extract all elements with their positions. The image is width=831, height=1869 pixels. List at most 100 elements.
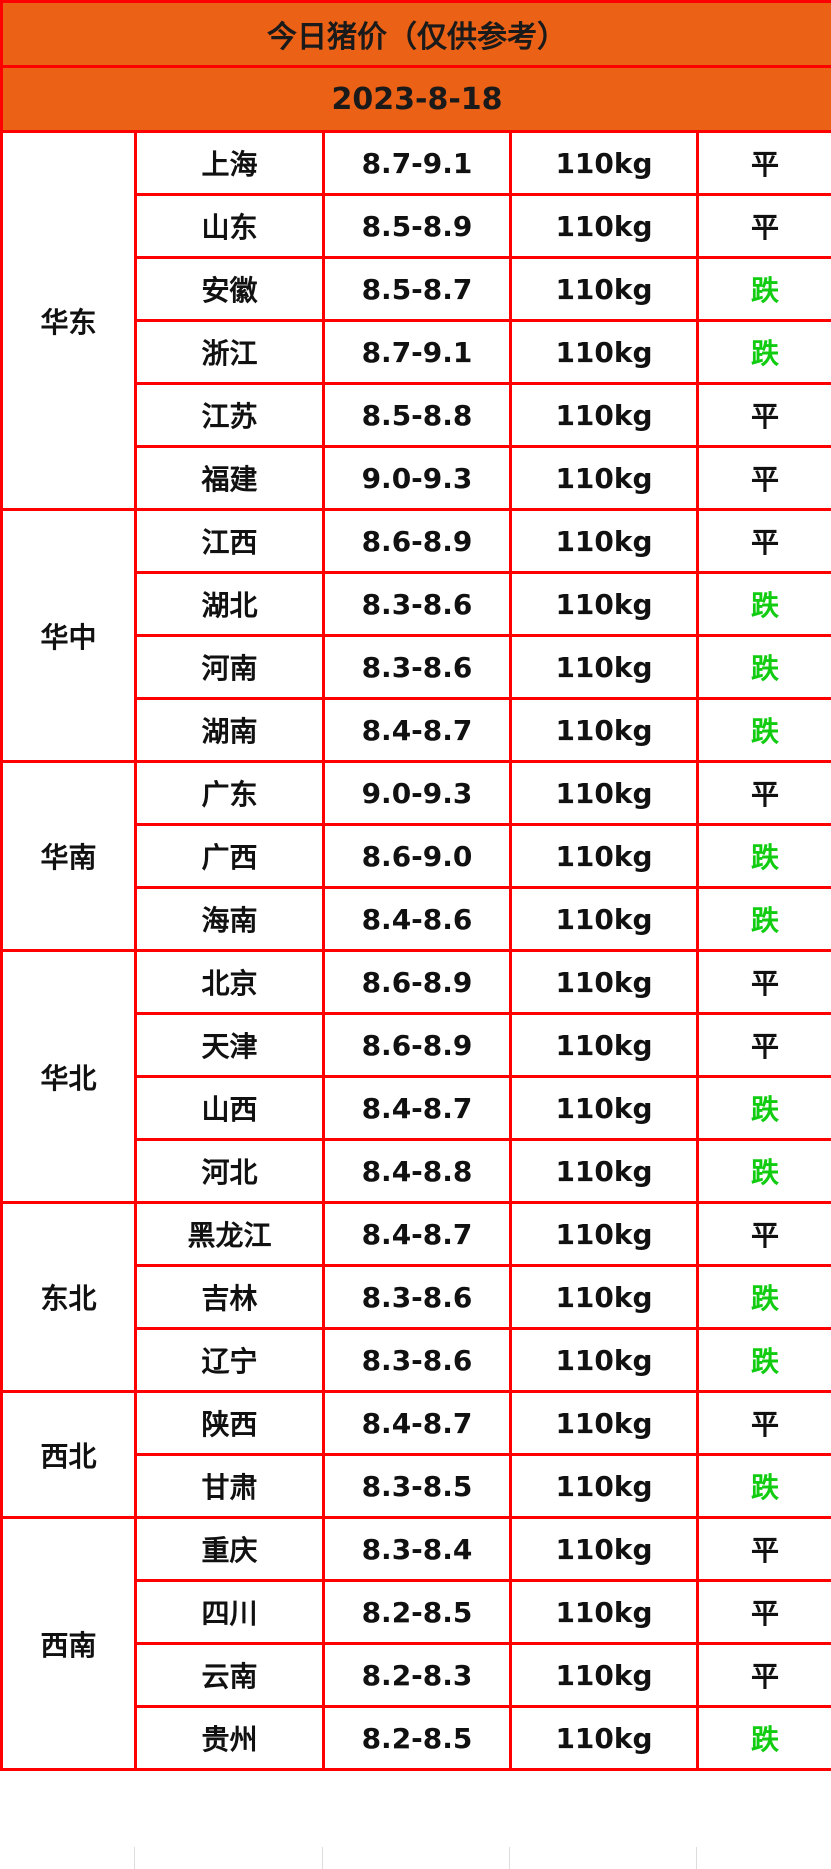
province-cell: 四川 (134, 1579, 325, 1645)
trend-cell: 跌 (695, 1138, 831, 1204)
table-row: 东北 黑龙江 8.4-8.7 110kg 平 (0, 1201, 831, 1393)
weight-cell: 110kg (509, 1138, 699, 1204)
table-row: 云南 8.2-8.3 110kg 平 (2, 1642, 831, 1708)
trend-cell: 平 (695, 193, 831, 259)
price-cell: 8.3-8.6 (322, 1264, 512, 1330)
price-cell: 8.4-8.7 (322, 697, 512, 763)
weight-cell: 110kg (509, 949, 699, 1015)
weight-cell: 110kg (509, 886, 699, 952)
price-cell: 8.4-8.6 (322, 886, 512, 952)
weight-cell: 110kg (509, 445, 699, 511)
price-cell: 8.2-8.5 (322, 1705, 512, 1771)
price-cell: 8.6-8.9 (322, 508, 512, 574)
province-cell: 重庆 (134, 1516, 325, 1582)
weight-cell: 110kg (509, 1264, 699, 1330)
price-cell: 9.0-9.3 (322, 445, 512, 511)
price-cell: 8.6-9.0 (322, 823, 512, 889)
trend-cell: 平 (695, 130, 831, 196)
weight-cell: 110kg (509, 130, 699, 196)
table-row: 华东 上海 8.7-9.1 110kg 平 (0, 130, 831, 511)
province-cell: 海南 (134, 886, 325, 952)
weight-cell: 110kg (509, 1516, 699, 1582)
table-row: 辽宁 8.3-8.6 110kg 跌 (2, 1327, 831, 1393)
trend-cell: 跌 (695, 1327, 831, 1393)
weight-cell: 110kg (509, 1579, 699, 1645)
table-row: 安徽 8.5-8.7 110kg 跌 (2, 256, 831, 322)
trend-cell: 跌 (695, 697, 831, 763)
weight-cell: 110kg (509, 634, 699, 700)
price-cell: 8.3-8.4 (322, 1516, 512, 1582)
table-row: 山东 8.5-8.9 110kg 平 (2, 193, 831, 259)
weight-cell: 110kg (509, 1390, 699, 1456)
weight-cell: 110kg (509, 1705, 699, 1771)
trend-cell: 平 (695, 949, 831, 1015)
region-cell: 华东 (0, 130, 137, 511)
trend-cell: 跌 (695, 634, 831, 700)
trend-cell: 跌 (695, 319, 831, 385)
province-cell: 江苏 (134, 382, 325, 448)
province-cell: 北京 (134, 949, 325, 1015)
province-cell: 安徽 (134, 256, 325, 322)
province-cell: 云南 (134, 1642, 325, 1708)
province-cell: 福建 (134, 445, 325, 511)
price-cell: 8.5-8.8 (322, 382, 512, 448)
price-cell: 8.6-8.9 (322, 1012, 512, 1078)
table-row: 河南 8.3-8.6 110kg 跌 (2, 634, 831, 700)
weight-cell: 110kg (509, 1453, 699, 1519)
weight-cell: 110kg (509, 193, 699, 259)
price-cell: 8.5-8.7 (322, 256, 512, 322)
pig-price-table: 今日猪价（仅供参考） 2023-8-18 华东 上海 8.7-9.1 110kg 平山东… (0, 0, 831, 1771)
trend-cell: 平 (695, 508, 831, 574)
province-cell: 河北 (134, 1138, 325, 1204)
trend-cell: 跌 (695, 1075, 831, 1141)
province-cell: 广西 (134, 823, 325, 889)
price-cell: 8.4-8.7 (322, 1075, 512, 1141)
region-cell: 华北 (0, 949, 137, 1204)
trend-cell: 平 (695, 1390, 831, 1456)
trend-cell: 平 (695, 1012, 831, 1078)
trend-cell: 跌 (695, 1264, 831, 1330)
trend-cell: 跌 (695, 823, 831, 889)
weight-cell: 110kg (509, 1012, 699, 1078)
price-cell: 8.3-8.6 (322, 634, 512, 700)
province-cell: 湖北 (134, 571, 325, 637)
table-row: 浙江 8.7-9.1 110kg 跌 (2, 319, 831, 385)
province-cell: 陕西 (134, 1390, 325, 1456)
price-cell: 8.2-8.5 (322, 1579, 512, 1645)
province-cell: 上海 (134, 130, 325, 196)
province-cell: 辽宁 (134, 1327, 325, 1393)
trend-cell: 平 (695, 1642, 831, 1708)
table-row: 福建 9.0-9.3 110kg 平 (2, 445, 831, 511)
table-row: 贵州 8.2-8.5 110kg 跌 (2, 1705, 831, 1771)
table-row: 天津 8.6-8.9 110kg 平 (2, 1012, 831, 1078)
price-cell: 8.7-9.1 (322, 130, 512, 196)
region-cell: 西南 (0, 1516, 137, 1771)
region-cell: 东北 (0, 1201, 137, 1393)
table-date: 2023-8-18 (0, 65, 831, 133)
price-cell: 8.2-8.3 (322, 1642, 512, 1708)
province-cell: 黑龙江 (134, 1201, 325, 1267)
province-cell: 江西 (134, 508, 325, 574)
table-row: 广西 8.6-9.0 110kg 跌 (2, 823, 831, 889)
trend-cell: 跌 (695, 571, 831, 637)
empty-grid-below (0, 1847, 831, 1869)
province-cell: 广东 (134, 760, 325, 826)
province-cell: 甘肃 (134, 1453, 325, 1519)
price-cell: 8.3-8.6 (322, 571, 512, 637)
province-cell: 天津 (134, 1012, 325, 1078)
weight-cell: 110kg (509, 1327, 699, 1393)
price-cell: 8.3-8.5 (322, 1453, 512, 1519)
table-row: 华南 广东 9.0-9.3 110kg 平 (0, 760, 831, 952)
table-row: 西南 重庆 8.3-8.4 110kg 平 (0, 1516, 831, 1771)
weight-cell: 110kg (509, 697, 699, 763)
table-row: 西北 陕西 8.4-8.7 110kg 平 (0, 1390, 831, 1519)
price-cell: 8.7-9.1 (322, 319, 512, 385)
price-cell: 9.0-9.3 (322, 760, 512, 826)
table-row: 华北 北京 8.6-8.9 110kg 平 (0, 949, 831, 1204)
price-cell: 8.4-8.7 (322, 1390, 512, 1456)
price-cell: 8.3-8.6 (322, 1327, 512, 1393)
region-cell: 西北 (0, 1390, 137, 1519)
table-title: 今日猪价（仅供参考） (0, 0, 831, 68)
province-cell: 山东 (134, 193, 325, 259)
province-cell: 湖南 (134, 697, 325, 763)
